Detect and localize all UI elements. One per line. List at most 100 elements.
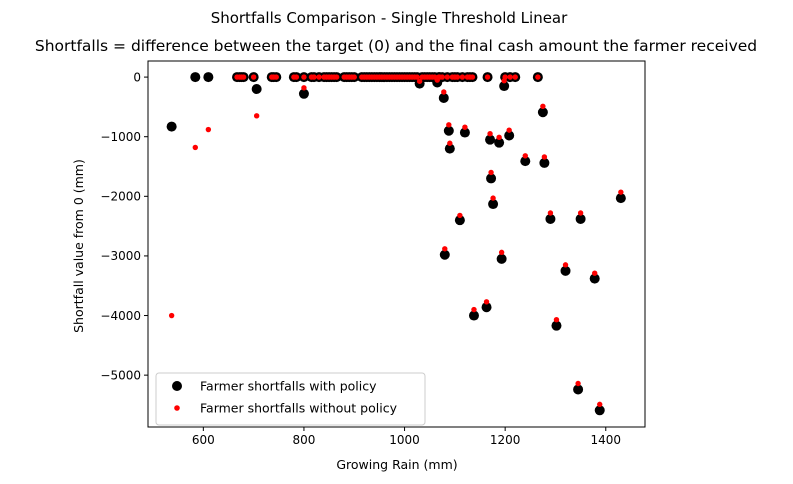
point-with-policy xyxy=(486,173,497,184)
point-with-policy xyxy=(573,384,584,395)
point-with-policy xyxy=(298,88,309,99)
point-without-policy xyxy=(506,127,512,133)
legend-label-without-policy: Farmer shortfalls without policy xyxy=(200,401,398,416)
point-with-policy xyxy=(520,156,531,167)
point-without-policy xyxy=(502,74,508,80)
point-with-policy xyxy=(251,84,262,95)
x-tick-label: 1000 xyxy=(389,433,420,447)
point-without-policy xyxy=(483,299,490,305)
point-without-policy xyxy=(553,317,560,323)
point-with-policy xyxy=(439,249,450,260)
y-tick-label: −2000 xyxy=(100,190,141,204)
x-axis-label: Growing Rain (mm) xyxy=(336,457,457,472)
point-with-policy xyxy=(485,134,496,145)
point-with-policy xyxy=(481,302,492,313)
x-tick-label: 1200 xyxy=(490,433,521,447)
point-without-policy xyxy=(446,122,452,128)
point-with-policy xyxy=(539,157,550,168)
point-without-policy xyxy=(439,74,445,80)
point-without-policy xyxy=(522,153,528,159)
point-with-policy xyxy=(494,137,505,148)
point-without-policy xyxy=(351,74,357,80)
point-without-policy xyxy=(205,126,212,133)
point-without-policy xyxy=(442,246,448,252)
point-without-policy xyxy=(562,262,569,268)
legend-marker-with-policy xyxy=(172,381,182,391)
point-without-policy xyxy=(496,134,502,140)
point-without-policy xyxy=(168,312,175,319)
point-without-policy xyxy=(416,78,423,84)
y-tick-label: 0 xyxy=(133,70,141,84)
point-with-policy xyxy=(459,127,470,138)
point-without-policy xyxy=(441,89,447,95)
point-with-policy xyxy=(443,125,454,136)
point-without-policy xyxy=(462,124,468,130)
x-tick-label: 800 xyxy=(292,433,315,447)
point-with-policy xyxy=(551,320,562,331)
point-with-policy xyxy=(504,130,515,141)
point-without-policy xyxy=(240,74,247,80)
point-with-policy xyxy=(589,273,600,284)
point-without-policy xyxy=(575,380,581,387)
y-axis-ticks: 0 −1000 −2000 −3000 −4000 −5000 xyxy=(100,70,148,382)
y-tick-label: −5000 xyxy=(100,368,141,382)
point-without-policy xyxy=(487,131,493,137)
point-without-policy xyxy=(592,270,598,276)
point-without-policy xyxy=(471,306,477,313)
y-axis-label: Shortfall value from 0 (mm) xyxy=(71,159,86,333)
point-with-policy xyxy=(454,215,465,226)
point-without-policy xyxy=(457,212,463,219)
point-without-policy xyxy=(311,74,317,80)
point-without-policy xyxy=(507,74,513,80)
point-with-policy xyxy=(615,193,626,204)
point-without-policy xyxy=(447,140,453,146)
x-tick-label: 1400 xyxy=(590,433,621,447)
point-with-policy xyxy=(488,199,499,210)
point-without-policy xyxy=(498,249,505,256)
plot-area xyxy=(147,60,646,428)
point-with-policy xyxy=(499,81,510,92)
legend-frame xyxy=(155,372,426,426)
legend: Farmer shortfalls with policy Farmer sho… xyxy=(155,372,426,426)
point-without-policy xyxy=(512,74,518,80)
point-without-policy xyxy=(488,169,494,176)
point-without-policy xyxy=(273,74,279,80)
point-without-policy xyxy=(454,74,461,80)
x-tick-label: 600 xyxy=(192,433,215,447)
point-without-policy xyxy=(192,144,198,151)
point-without-policy xyxy=(333,74,340,80)
point-without-policy xyxy=(597,401,603,408)
point-with-policy xyxy=(560,265,571,276)
point-with-policy xyxy=(438,92,449,103)
point-without-policy xyxy=(444,74,451,80)
legend-marker-without-policy xyxy=(174,405,180,411)
legend-label-with-policy: Farmer shortfalls with policy xyxy=(200,379,377,394)
plot-frame xyxy=(147,60,646,428)
point-without-policy xyxy=(301,85,307,91)
point-with-policy xyxy=(203,72,214,83)
point-with-policy xyxy=(444,143,455,154)
point-with-policy xyxy=(190,72,201,83)
point-without-policy xyxy=(490,195,496,201)
point-without-policy xyxy=(253,113,260,119)
point-without-policy xyxy=(540,103,546,110)
point-without-policy xyxy=(301,74,307,80)
chart-suptitle: Shortfalls Comparison - Single Threshold… xyxy=(211,9,568,27)
point-with-policy xyxy=(468,310,479,321)
point-without-policy xyxy=(618,189,624,195)
point-without-policy xyxy=(547,210,554,216)
point-without-policy xyxy=(459,74,466,80)
point-without-policy xyxy=(541,154,548,160)
point-without-policy xyxy=(535,74,541,80)
point-with-policy xyxy=(594,405,605,416)
point-with-policy xyxy=(545,213,556,224)
point-without-policy xyxy=(414,74,420,80)
chart-title: Shortfalls = difference between the targ… xyxy=(35,37,757,55)
point-with-policy xyxy=(166,121,177,132)
point-without-policy xyxy=(250,74,257,80)
series-without-policy xyxy=(168,74,624,408)
point-with-policy xyxy=(537,107,548,118)
x-axis-ticks: 600 800 1000 1200 1400 xyxy=(192,427,621,447)
